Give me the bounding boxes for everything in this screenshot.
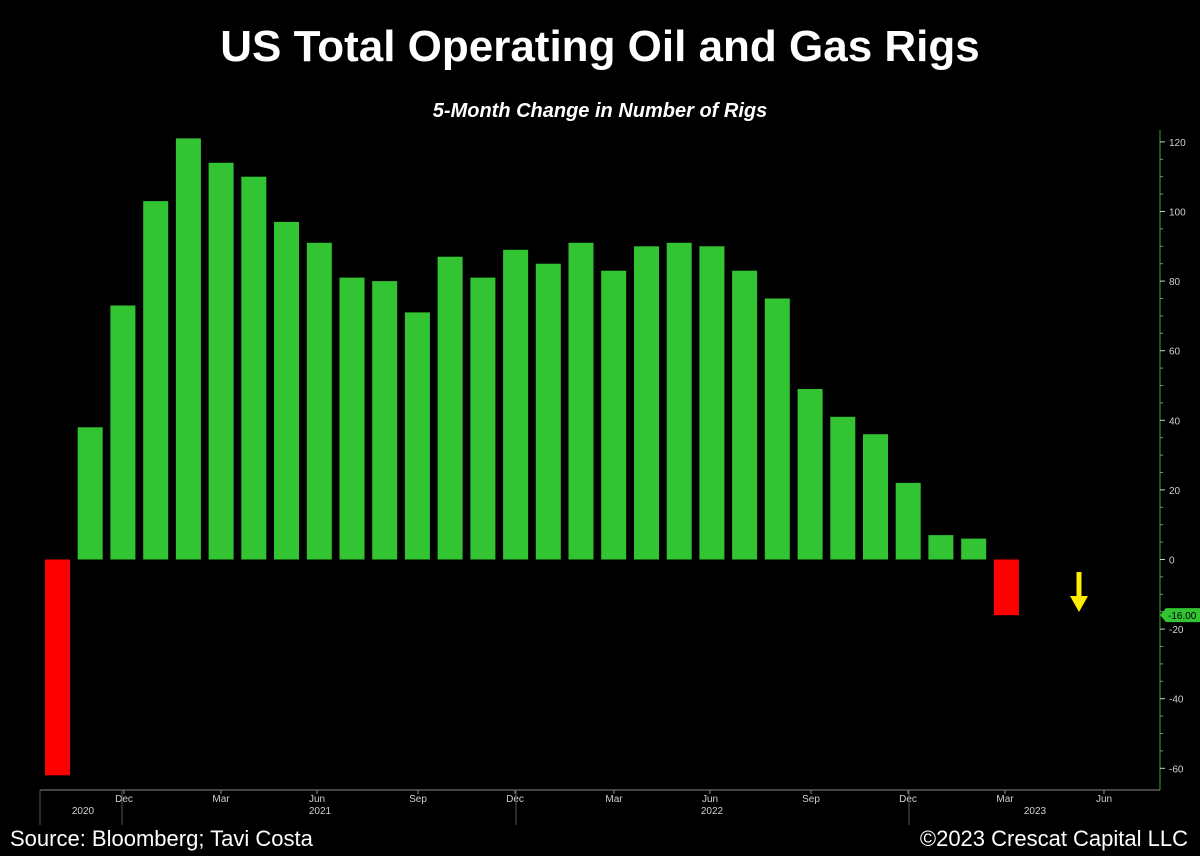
bar (764, 298, 790, 560)
bar (77, 427, 103, 560)
bar (601, 270, 627, 560)
y-tick-label: 20 (1169, 486, 1181, 497)
bar (241, 176, 267, 560)
x-tick-label: Jun (1096, 794, 1112, 805)
x-tick-label: Mar (212, 794, 230, 805)
y-tick-label: 60 (1169, 347, 1181, 358)
down-arrow-icon (1070, 572, 1088, 612)
bar (503, 249, 529, 560)
x-tick-label: Jun (702, 794, 718, 805)
bar (928, 535, 954, 560)
last-value-tag (1160, 608, 1200, 623)
bar (110, 305, 136, 560)
bar (699, 246, 725, 560)
copyright-note: ©2023 Crescat Capital LLC (919, 826, 1188, 851)
bar (470, 277, 496, 560)
bar (175, 138, 201, 560)
year-label: 2023 (1024, 806, 1047, 817)
bar (339, 277, 365, 560)
source-note: Source: Bloomberg; Tavi Costa (10, 826, 313, 851)
bar (993, 559, 1019, 616)
y-tick-label: 40 (1169, 416, 1181, 427)
bar (797, 389, 823, 560)
y-tick-label: 100 (1169, 208, 1186, 219)
x-tick-label: Sep (409, 794, 427, 805)
bar (666, 242, 692, 560)
y-tick-label: 80 (1169, 277, 1181, 288)
x-tick-label: Mar (605, 794, 623, 805)
bar (895, 482, 921, 560)
year-label: 2020 (72, 806, 95, 817)
y-tick-label: 0 (1169, 556, 1175, 567)
bar (45, 559, 70, 776)
bar (961, 538, 987, 560)
bar (437, 256, 463, 560)
bar (568, 242, 594, 560)
x-tick-label: Mar (996, 794, 1014, 805)
bar (143, 201, 169, 560)
y-tick-label: 120 (1169, 138, 1186, 149)
x-tick-label: Sep (802, 794, 820, 805)
chart-title: US Total Operating Oil and Gas Rigs (220, 22, 980, 71)
bar (208, 162, 234, 560)
y-tick-label: -20 (1169, 625, 1184, 636)
year-label: 2021 (309, 806, 332, 817)
bar (372, 281, 398, 560)
y-tick-label: -40 (1169, 695, 1184, 706)
bar (306, 242, 332, 560)
bar (274, 221, 299, 560)
x-tick-label: Dec (899, 794, 917, 805)
bar (732, 270, 758, 560)
x-tick-label: Dec (115, 794, 133, 805)
y-tick-label: -60 (1169, 764, 1184, 775)
bar (535, 263, 561, 560)
year-label: 2022 (701, 806, 724, 817)
last-value-label: -16.00 (1168, 611, 1197, 622)
bar (830, 416, 856, 560)
x-tick-label: Dec (506, 794, 524, 805)
bar (634, 246, 659, 560)
bar (863, 434, 888, 560)
x-tick-label: Jun (309, 794, 325, 805)
chart-subtitle: 5-Month Change in Number of Rigs (432, 100, 768, 122)
bar (404, 312, 430, 560)
